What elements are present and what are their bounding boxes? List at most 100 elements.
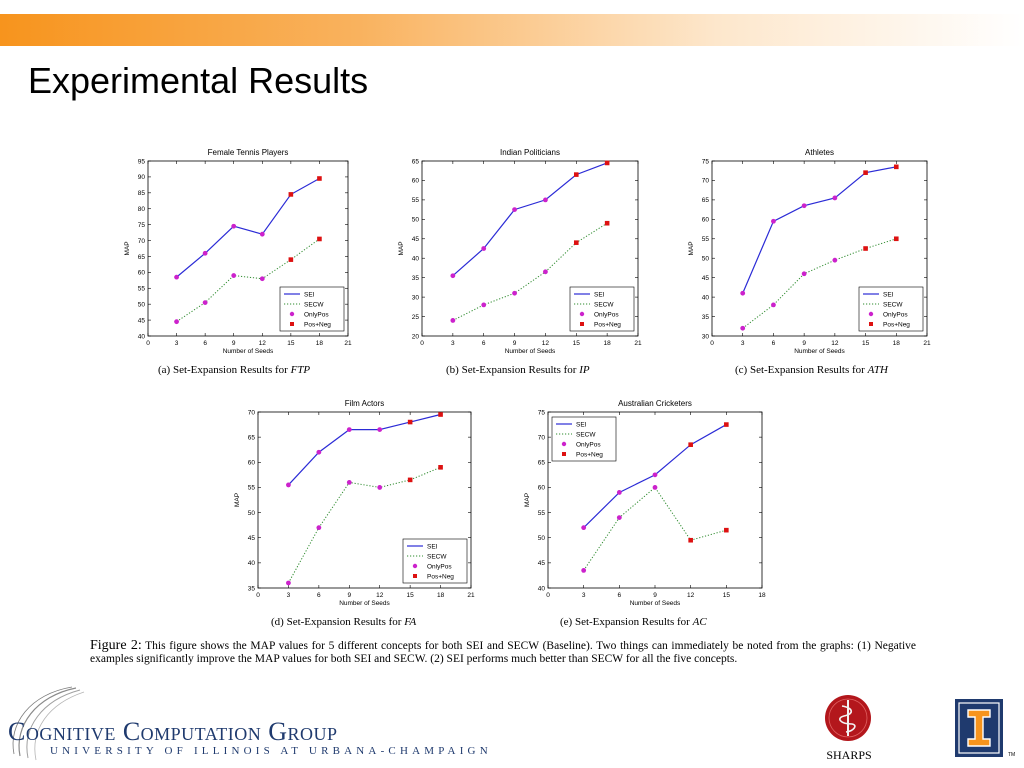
posneg-marker xyxy=(407,419,413,425)
chart-2: 0 3 6 9 12 15 18 21 20 25 30 35 40 45 50 55 60 65 Indian P… xyxy=(398,148,642,376)
y-axis-label: MAP xyxy=(398,241,405,255)
x-tick-label: 3 xyxy=(451,340,455,347)
posneg-marker xyxy=(724,422,729,427)
legend-posneg-swatch xyxy=(869,322,873,326)
onlypos-marker xyxy=(481,246,487,251)
group-name: Cognitive Computation Group xyxy=(8,717,338,746)
legend-label: SEI xyxy=(576,421,587,428)
posneg-marker xyxy=(317,176,322,181)
x-tick-label: 18 xyxy=(893,340,901,347)
onlypos-marker xyxy=(316,525,322,531)
y-tick-label: 45 xyxy=(538,560,546,567)
legend-posneg-swatch xyxy=(290,322,294,326)
chart-title: Athletes xyxy=(805,148,834,157)
x-tick-label: 12 xyxy=(542,340,550,347)
sharps-logo xyxy=(825,695,871,741)
y-axis-label: MAP xyxy=(234,493,241,507)
x-axis-label: Number of Seeds xyxy=(630,600,681,607)
chart-title: Australian Cricketers xyxy=(618,399,692,408)
y-tick-label: 30 xyxy=(412,294,420,301)
onlypos-marker xyxy=(377,485,383,490)
x-axis-label: Number of Seeds xyxy=(223,348,274,355)
legend-label: SECW xyxy=(594,301,614,308)
x-tick-label: 3 xyxy=(287,592,291,599)
legend-label: Pos+Neg xyxy=(427,573,454,580)
chart-caption-text: (c) Set-Expansion Results for xyxy=(735,364,868,376)
legend-onlypos-swatch xyxy=(289,311,295,317)
sei-line xyxy=(287,413,441,486)
y-tick-label: 70 xyxy=(702,178,710,185)
y-tick-label: 80 xyxy=(138,206,146,213)
slide-title: Experimental Results xyxy=(28,60,369,101)
x-tick-label: 3 xyxy=(582,592,586,599)
posneg-marker xyxy=(407,477,413,483)
y-tick-label: 50 xyxy=(138,301,146,308)
x-tick-label: 0 xyxy=(420,340,424,347)
onlypos-marker xyxy=(231,273,237,278)
y-tick-label: 30 xyxy=(702,333,710,340)
x-tick-label: 12 xyxy=(259,340,267,347)
y-tick-label: 45 xyxy=(138,317,146,324)
x-tick-label: 9 xyxy=(653,592,657,599)
chart-legend: SEI SECW OnlyPos Pos+Neg xyxy=(569,286,635,332)
legend-label: OnlyPos xyxy=(427,563,452,570)
y-tick-label: 35 xyxy=(702,314,710,321)
cognitive-computation-swoosh-logo xyxy=(12,686,85,761)
y-tick-label: 55 xyxy=(702,236,710,243)
posneg-marker xyxy=(863,246,868,251)
legend-onlypos-swatch xyxy=(561,441,567,447)
x-tick-label: 15 xyxy=(723,592,731,599)
legend-label: SECW xyxy=(427,553,447,560)
legend-label: OnlyPos xyxy=(594,311,619,318)
x-tick-label: 18 xyxy=(758,592,766,599)
sei-line xyxy=(452,162,608,277)
x-tick-label: 3 xyxy=(175,340,179,347)
onlypos-marker xyxy=(740,290,746,296)
onlypos-marker xyxy=(801,271,807,277)
y-tick-label: 75 xyxy=(138,222,146,229)
x-tick-label: 6 xyxy=(203,340,207,347)
x-axis-label: Number of Seeds xyxy=(794,348,845,355)
y-tick-label: 55 xyxy=(412,197,420,204)
onlypos-marker xyxy=(286,580,291,586)
y-tick-label: 40 xyxy=(538,585,546,592)
y-tick-label: 40 xyxy=(138,333,146,340)
x-axis-label: Number of Seeds xyxy=(505,348,556,355)
y-tick-label: 75 xyxy=(702,158,710,165)
y-axis-label: MAP xyxy=(524,493,531,507)
onlypos-marker xyxy=(259,276,265,282)
chart-caption-concept: IP xyxy=(578,364,590,376)
legend-posneg-swatch xyxy=(413,574,417,578)
y-tick-label: 50 xyxy=(412,217,420,224)
chart-legend: SEI SECW OnlyPos Pos+Neg xyxy=(402,538,468,584)
posneg-marker xyxy=(288,257,294,262)
legend-onlypos-swatch xyxy=(868,311,874,317)
onlypos-marker xyxy=(512,290,517,296)
figure-label: Figure 2: xyxy=(90,638,142,653)
onlypos-marker xyxy=(231,223,237,229)
y-tick-label: 60 xyxy=(702,217,710,224)
legend-label: OnlyPos xyxy=(883,311,908,318)
x-tick-label: 21 xyxy=(344,340,352,347)
posneg-marker xyxy=(893,164,899,170)
legend-label: SEI xyxy=(883,291,894,298)
secw-line xyxy=(583,486,727,571)
chart-caption-text: (a) Set-Expansion Results for xyxy=(158,364,291,376)
legend-label: Pos+Neg xyxy=(883,321,910,328)
onlypos-marker xyxy=(543,269,548,275)
y-tick-label: 35 xyxy=(248,585,256,592)
y-tick-label: 55 xyxy=(138,286,146,293)
x-tick-label: 9 xyxy=(347,592,351,599)
y-tick-label: 20 xyxy=(412,333,420,340)
x-tick-label: 15 xyxy=(407,592,415,599)
x-tick-label: 12 xyxy=(376,592,384,599)
onlypos-marker xyxy=(450,318,456,323)
y-axis-label: MAP xyxy=(124,241,131,255)
x-tick-label: 6 xyxy=(772,340,776,347)
y-tick-label: 95 xyxy=(138,158,146,165)
chart-legend: SEI SECW OnlyPos Pos+Neg xyxy=(858,286,924,332)
university-name: UNIVERSITY OF ILLINOIS AT URBANA-CHAMPAI… xyxy=(50,745,492,757)
y-tick-label: 65 xyxy=(138,254,146,261)
onlypos-marker xyxy=(801,203,807,209)
onlypos-marker xyxy=(832,195,838,201)
